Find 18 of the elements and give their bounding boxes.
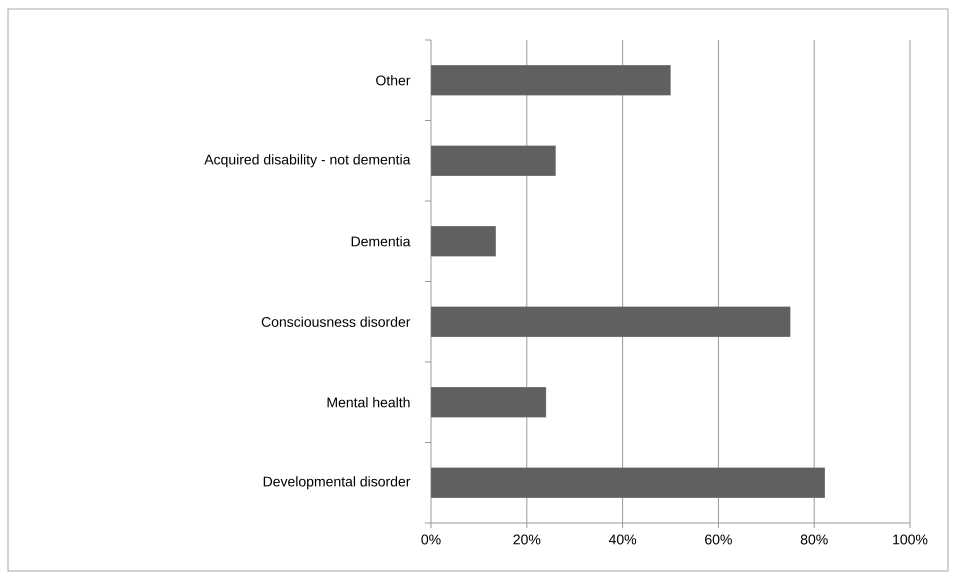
x-tick-label: 100%	[893, 534, 928, 544]
x-tick-label: 40%	[608, 534, 636, 544]
bar	[431, 306, 790, 337]
x-tick-label: 0%	[421, 534, 441, 544]
x-tick-label: 20%	[514, 534, 540, 544]
x-tick-label: 60%	[705, 534, 732, 544]
bar	[431, 146, 556, 176]
y-tick-label: Consciousness disorder	[262, 316, 410, 327]
bar	[431, 387, 546, 418]
y-tick-label: Developmental disorder	[264, 476, 410, 490]
y-tick-label: Other	[376, 75, 410, 86]
x-tick-label: 80%	[800, 534, 828, 544]
y-tick-label: Mental health	[328, 397, 410, 408]
bar	[431, 65, 671, 96]
bar	[431, 468, 825, 498]
y-tick-label: Acquired disability - not dementia	[204, 154, 410, 168]
y-tick-label: Dementia	[352, 236, 410, 246]
bar	[431, 226, 496, 256]
